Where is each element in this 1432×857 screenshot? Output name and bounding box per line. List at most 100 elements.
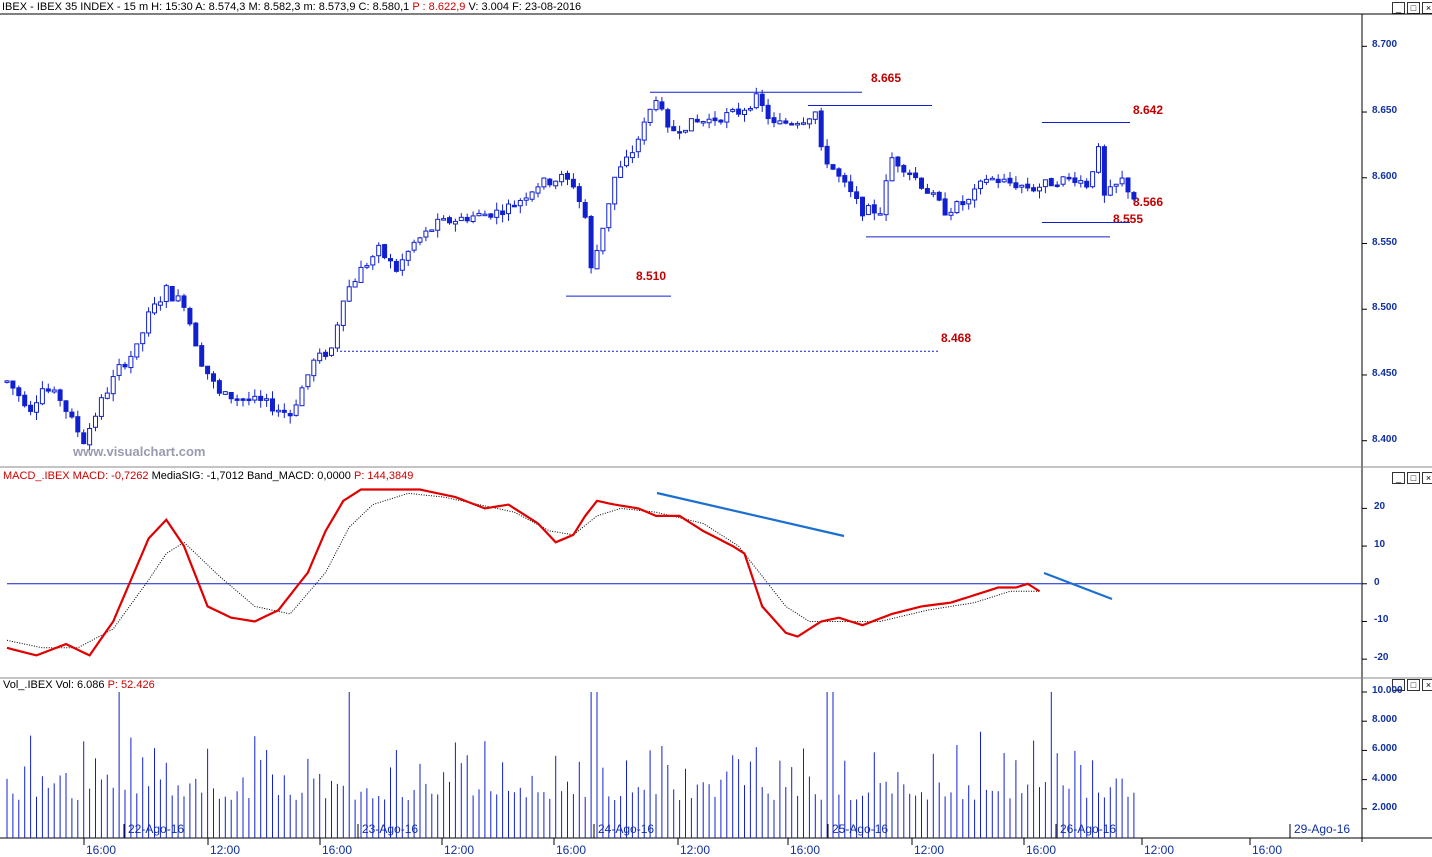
candle-body xyxy=(500,210,506,216)
candle-body xyxy=(871,204,877,214)
candle-body xyxy=(1072,177,1078,184)
candle-body xyxy=(889,157,895,182)
price-tick-label: 8.550 xyxy=(1372,236,1398,248)
maximize-button[interactable]: □ xyxy=(1407,2,1420,14)
maximize-button[interactable]: □ xyxy=(1407,679,1420,691)
divergence-trendline xyxy=(656,491,845,538)
candle-body xyxy=(559,173,565,183)
candle-body xyxy=(1096,146,1101,173)
macd-signal-value: MediaSIG: -1,7012 xyxy=(151,470,244,482)
candle-body xyxy=(482,213,488,217)
minimize-button[interactable]: _ xyxy=(1392,472,1405,484)
candle-body xyxy=(978,180,983,190)
close-button[interactable]: × xyxy=(1422,679,1432,691)
candle-body xyxy=(1113,183,1119,187)
candle-body xyxy=(683,129,688,133)
candle-body xyxy=(216,380,222,394)
candle-body xyxy=(1101,146,1107,196)
watermark: www.visualchart.com xyxy=(73,444,206,459)
candle-body xyxy=(771,117,777,124)
volume-tick-label: 2.000 xyxy=(1372,801,1398,813)
candle-body xyxy=(724,112,730,123)
candle-body xyxy=(535,186,541,194)
candle-body xyxy=(1001,178,1007,183)
candle-body xyxy=(346,286,352,302)
candle-body xyxy=(134,343,140,358)
candle-body xyxy=(98,397,104,417)
candle-body xyxy=(624,156,629,167)
candle-body xyxy=(1037,186,1042,192)
candle-body xyxy=(464,216,470,222)
price-tick-label: 8.650 xyxy=(1372,105,1398,117)
price-tick-label: 8.500 xyxy=(1372,302,1398,314)
level-label-8510: 8.510 xyxy=(636,269,667,283)
candle-body xyxy=(146,311,152,334)
candle-body xyxy=(1013,182,1019,189)
date-value: F: 23-08-2016 xyxy=(512,1,582,13)
candle-body xyxy=(1031,187,1037,192)
candle-body xyxy=(629,152,635,159)
candle-body xyxy=(435,218,441,231)
candle-body xyxy=(812,111,818,120)
candle-body xyxy=(193,322,199,347)
candle-body xyxy=(694,118,700,123)
candle-body xyxy=(523,197,529,201)
candle-body xyxy=(234,398,240,401)
candle-body xyxy=(836,168,842,177)
candle-body xyxy=(93,415,98,428)
candle-body xyxy=(211,373,216,382)
maximize-button[interactable]: □ xyxy=(1407,472,1420,484)
candle-body xyxy=(1025,183,1031,189)
candle-body xyxy=(34,402,39,413)
volume-tick-label: 8.000 xyxy=(1372,714,1398,726)
candle-body xyxy=(10,380,16,389)
candle-body xyxy=(576,186,582,202)
candle-body xyxy=(447,217,452,224)
open-value: A: 8.574,3 xyxy=(195,1,246,13)
candle-body xyxy=(765,104,771,120)
candle-body xyxy=(470,215,476,222)
candle-body xyxy=(352,280,358,288)
candle-body xyxy=(376,244,382,257)
candle-body xyxy=(417,237,423,243)
candle-body xyxy=(57,389,63,401)
candle-body xyxy=(169,285,175,302)
candle-body xyxy=(1125,177,1131,193)
candle-body xyxy=(989,177,995,181)
candle-body xyxy=(1060,176,1066,185)
macd-header: MACD_.IBEX MACD: -0,7262 MediaSIG: -1,70… xyxy=(3,470,413,482)
macd-tick-label: 10 xyxy=(1374,539,1386,551)
candle-body xyxy=(187,308,193,325)
candle-body xyxy=(1054,184,1060,187)
macd-signal-line xyxy=(6,492,1040,649)
minimize-button[interactable]: _ xyxy=(1392,679,1405,691)
date-tick-label: 22-Ago-16 xyxy=(128,822,185,836)
candle-body xyxy=(665,109,671,128)
candle-body xyxy=(1048,178,1054,187)
symbol-label: IBEX - IBEX 35 INDEX - 15 m xyxy=(2,1,149,13)
candle-body xyxy=(1084,180,1090,188)
candle-body xyxy=(547,178,553,186)
macd-tick-label: -20 xyxy=(1374,652,1389,664)
candle-body xyxy=(600,227,606,252)
level-label-8642: 8.642 xyxy=(1133,103,1164,117)
candle-body xyxy=(995,178,1001,184)
volume-tick-label: 6.000 xyxy=(1372,743,1398,755)
candle-body xyxy=(883,180,889,216)
volume-p-value: P: 52.426 xyxy=(107,679,155,691)
candle-body xyxy=(228,391,234,400)
time-tick-label: 12:00 xyxy=(444,843,475,857)
candle-body xyxy=(1066,176,1072,180)
candle-body xyxy=(69,411,75,418)
candle-body xyxy=(948,211,954,216)
candle-body xyxy=(393,260,399,272)
candle-body xyxy=(960,201,966,206)
close-button[interactable]: × xyxy=(1422,472,1432,484)
candle-body xyxy=(1019,184,1025,188)
candle-body xyxy=(753,93,759,109)
candle-body xyxy=(742,109,747,115)
candle-body xyxy=(848,181,854,193)
candle-body xyxy=(51,389,57,393)
candle-body xyxy=(317,352,323,362)
